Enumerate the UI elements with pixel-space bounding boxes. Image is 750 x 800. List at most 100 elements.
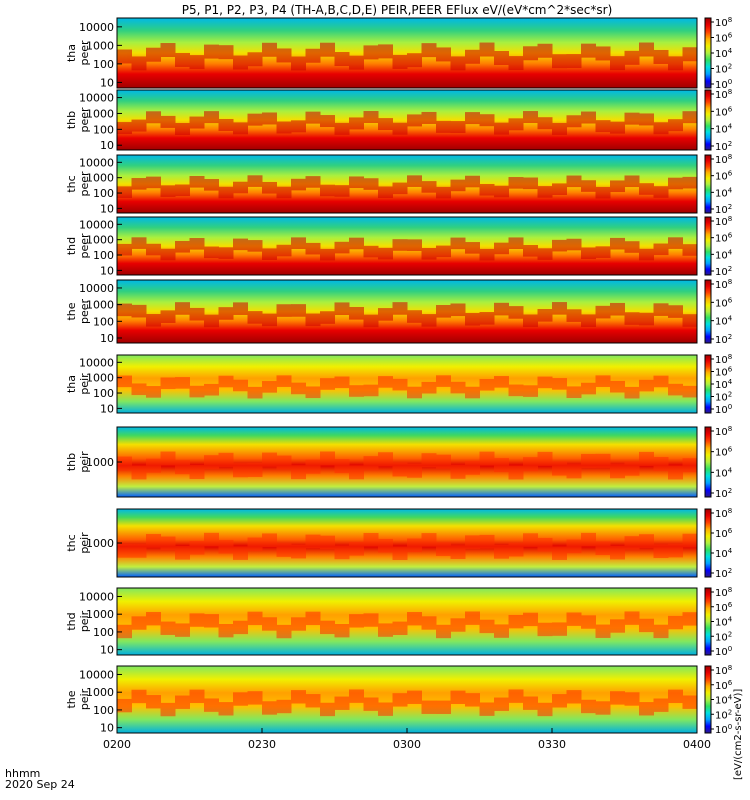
colorbar-tick-label: 106 [715, 679, 733, 692]
colorbar-tick-label: 104 [715, 186, 733, 199]
panel-frame [116, 17, 698, 89]
spectrogram-structure [117, 237, 698, 261]
colorbar [704, 665, 712, 734]
panel-frame [116, 216, 698, 276]
y-tick-label: 10000 [79, 668, 114, 681]
colorbar-tick-label: 102 [715, 630, 732, 643]
colorbar-tick-label: 106 [715, 32, 733, 45]
y-tick-label: 10 [100, 402, 114, 415]
colorbar-tick-label: 108 [715, 16, 732, 29]
y-tick-label: 100 [93, 123, 114, 136]
panel-frame [116, 587, 698, 656]
y-tick-label: 10000 [79, 92, 114, 105]
colorbar-tick-label: 104 [715, 123, 733, 136]
spectrogram-structure [117, 175, 698, 199]
colorbar-tick-label: 100 [715, 723, 732, 736]
colorbar [704, 508, 712, 578]
colorbar-tick-label: 108 [715, 425, 732, 438]
y-tick-label: 100 [93, 249, 114, 262]
colorbar-tick-label: 104 [715, 616, 733, 629]
y-tick-label: 10000 [79, 356, 114, 369]
panel-instrument-label: peir [78, 532, 91, 554]
y-tick-label: 1000 [86, 537, 114, 550]
time-axis: 0200 0230 0300 0330 0400 [103, 728, 711, 751]
x-tick-label: 0200 [103, 738, 131, 751]
colorbar-tick-label: 102 [715, 567, 732, 580]
colorbar-tick-label: 106 [715, 232, 733, 245]
y-tick-label: 100 [93, 58, 114, 71]
date-label: 2020 Sep 24 [5, 778, 75, 791]
colorbar-tick-label: 108 [715, 278, 732, 291]
colorbar-tick-label: 102 [715, 140, 732, 153]
colorbar [704, 154, 712, 214]
panel-frame [116, 279, 698, 344]
y-tick-label: 100 [93, 626, 114, 639]
colorbar-tick-label: 102 [715, 265, 732, 278]
panel-probe-label: thb [65, 453, 78, 471]
y-tick-label: 100 [93, 704, 114, 717]
x-tick-label: 0230 [248, 738, 276, 751]
colorbar [704, 587, 712, 656]
colorbar-tick-label: 108 [715, 664, 732, 677]
panel-probe-label: thc [65, 175, 78, 192]
colorbar-tick-label: 104 [715, 47, 733, 60]
colorbar-tick-label: 106 [715, 527, 733, 540]
panel-instrument-label: peer [78, 171, 91, 197]
y-tick-label: 1000 [86, 456, 114, 469]
spectrogram-structure [117, 302, 698, 328]
colorbar [704, 89, 712, 151]
y-tick-label: 10 [100, 76, 114, 89]
panel-instrument-label: peer [78, 40, 91, 66]
colorbar-tick-label: 104 [715, 248, 733, 261]
y-tick-label: 100 [93, 387, 114, 400]
colorbar-tick-label: 108 [715, 507, 732, 520]
figure-title: P5, P1, P2, P3, P4 (TH-A,B,C,D,E) PEIR,P… [182, 3, 613, 17]
colorbar [704, 279, 712, 344]
spectrogram-structure [117, 611, 698, 639]
colorbar-tick-label: 106 [715, 366, 733, 379]
colorbar-tick-label: 102 [715, 487, 732, 500]
panel-instrument-label: peir [78, 688, 91, 710]
colorbar-tick-label: 100 [715, 403, 732, 416]
y-tick-label: 10000 [79, 590, 114, 603]
colorbar-tick-label: 100 [715, 645, 732, 658]
panel-probe-label: thb [65, 111, 78, 129]
spectrogram-structure [117, 689, 698, 717]
colorbar-tick-label: 106 [715, 170, 733, 183]
panel-probe-label: the [65, 690, 78, 708]
y-tick-label: 10 [100, 264, 114, 277]
spectrogram-structure [117, 111, 698, 135]
y-tick-label: 1000 [86, 39, 114, 52]
colorbar-tick-label: 106 [715, 296, 733, 309]
y-tick-label: 100 [93, 315, 114, 328]
colorbar-tick-label: 106 [715, 446, 733, 459]
panel-probe-label: thd [65, 612, 78, 630]
time-label: hhmm [5, 767, 40, 780]
colorbar-tick-label: 104 [715, 466, 733, 479]
y-tick-label: 1000 [86, 172, 114, 185]
colorbar-tick-label: 106 [715, 105, 733, 118]
colorbar-tick-label: 108 [715, 353, 732, 366]
spectrogram-structure [117, 42, 698, 71]
colorbar-tick-label: 102 [715, 333, 732, 346]
y-tick-label: 1000 [86, 107, 114, 120]
colorbar [704, 17, 712, 89]
y-tick-label: 10000 [79, 282, 114, 295]
x-tick-label: 0330 [538, 738, 566, 751]
panel-thb-peir: 1000 thb peir 108 106 104 102 [65, 425, 733, 500]
x-tick-label: 0400 [683, 738, 711, 751]
y-tick-label: 100 [93, 187, 114, 200]
spectrogram-structure [117, 451, 698, 480]
panel-instrument-label: peer [78, 233, 91, 259]
panel-probe-label: the [65, 302, 78, 320]
colorbar-tick-label: 104 [715, 547, 733, 560]
colorbar [704, 426, 712, 498]
